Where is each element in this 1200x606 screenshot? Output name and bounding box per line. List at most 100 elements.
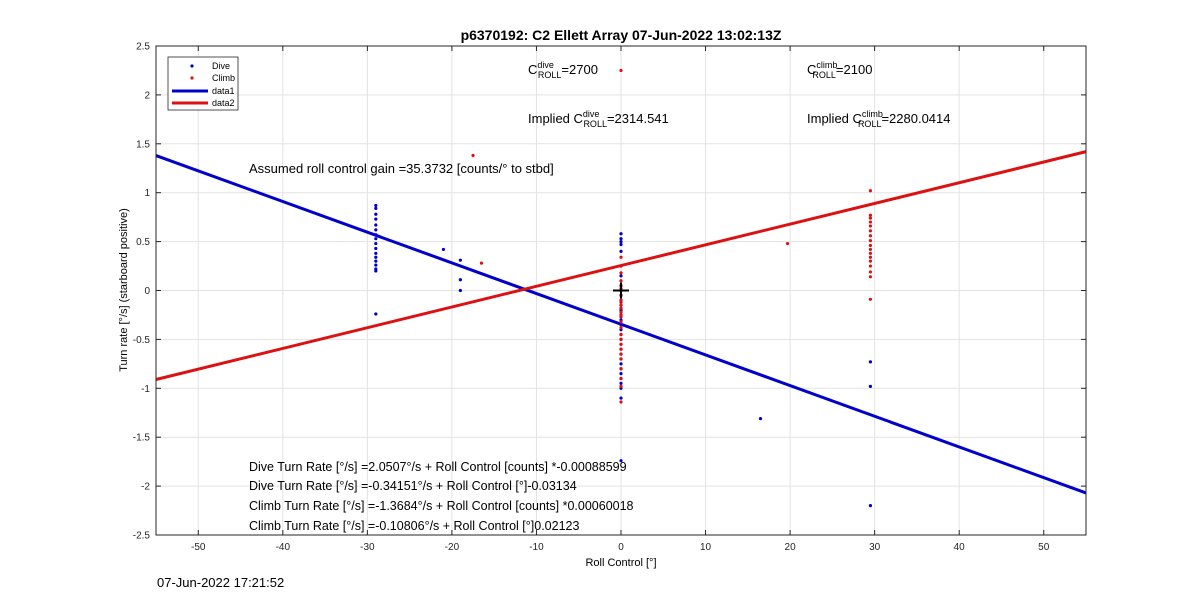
dive-point bbox=[619, 362, 623, 366]
dive-point bbox=[868, 360, 873, 364]
climb-point bbox=[619, 347, 623, 351]
climb-point bbox=[868, 213, 873, 217]
gain-annotation: Assumed roll control gain =35.3732 [coun… bbox=[249, 161, 554, 176]
legend-dive-marker bbox=[190, 64, 194, 68]
legend: Dive Climb data1 data2 bbox=[167, 56, 239, 111]
dive-point bbox=[619, 232, 623, 236]
x-tick-label: 20 bbox=[785, 542, 797, 553]
dive-point bbox=[374, 237, 378, 241]
x-tick-label: -20 bbox=[445, 542, 460, 553]
footer-date: 07-Jun-2022 17:21:52 bbox=[157, 575, 285, 590]
dive-point bbox=[868, 504, 873, 508]
dive-point bbox=[619, 323, 623, 327]
c-dive-annotation: Cdive ROLL=2700 bbox=[528, 60, 598, 80]
dive-point bbox=[374, 251, 378, 255]
chart-title: p6370192: C2 Ellett Array 07-Jun-2022 13… bbox=[461, 27, 782, 43]
y-tick-label: -1.5 bbox=[133, 433, 151, 444]
legend-data1-label: data1 bbox=[212, 86, 235, 96]
climb-point bbox=[868, 259, 873, 263]
climb-point bbox=[868, 224, 873, 228]
dive-point bbox=[374, 206, 378, 210]
climb-point bbox=[868, 270, 873, 274]
climb-point bbox=[471, 153, 475, 158]
dive-point bbox=[619, 240, 623, 244]
implied-climb-annotation: Implied Cclimb ROLL=2280.0414 bbox=[807, 109, 951, 129]
x-tick-label: 40 bbox=[954, 542, 966, 553]
y-tick-label: 2.5 bbox=[136, 42, 150, 53]
dive-point bbox=[619, 372, 623, 376]
dive-point bbox=[374, 241, 378, 246]
dive-point bbox=[619, 274, 623, 278]
climb-point bbox=[619, 367, 623, 371]
climb-point bbox=[868, 189, 873, 193]
dive-point bbox=[619, 237, 623, 241]
x-tick-label: -30 bbox=[360, 542, 375, 553]
dive-point bbox=[374, 223, 378, 227]
dive-point bbox=[458, 258, 462, 262]
y-tick-label: 0.5 bbox=[136, 237, 150, 248]
climb-point bbox=[868, 229, 873, 233]
dive-point bbox=[374, 263, 378, 267]
dive-point bbox=[374, 269, 378, 273]
fit-equation-1: Dive Turn Rate [°/s] =2.0507°/s + Roll C… bbox=[249, 460, 627, 474]
dive-point bbox=[758, 417, 763, 421]
climb-point bbox=[868, 220, 873, 224]
climb-point bbox=[619, 332, 623, 337]
legend-data2-label: data2 bbox=[212, 98, 235, 108]
implied-dive-annotation: Implied Cdive ROLL=2314.541 bbox=[528, 109, 669, 129]
climb-point bbox=[619, 384, 623, 388]
climb-point bbox=[619, 352, 623, 356]
y-tick-label: 0 bbox=[144, 286, 150, 297]
climb-point bbox=[619, 326, 623, 330]
climb-point bbox=[619, 264, 623, 268]
climb-point bbox=[619, 320, 623, 324]
climb-point bbox=[619, 400, 623, 404]
dive-point bbox=[374, 312, 378, 316]
climb-point bbox=[868, 243, 873, 248]
y-tick-label: -1 bbox=[141, 384, 150, 395]
dive-point bbox=[458, 288, 462, 293]
dive-point bbox=[374, 246, 378, 251]
dive-point bbox=[374, 203, 378, 208]
climb-point bbox=[479, 261, 484, 265]
climb-point bbox=[619, 376, 623, 381]
y-tick-label: -2 bbox=[141, 482, 150, 493]
x-axis-label: Roll Control [°] bbox=[585, 557, 656, 569]
dive-point bbox=[619, 249, 623, 253]
climb-point bbox=[868, 275, 873, 279]
climb-point bbox=[619, 279, 623, 283]
dive-point bbox=[868, 384, 873, 388]
legend-dive-label: Dive bbox=[212, 61, 230, 71]
x-tick-label: -10 bbox=[529, 542, 544, 553]
dive-point bbox=[619, 381, 623, 386]
x-tick-label: 50 bbox=[1038, 542, 1050, 553]
climb-point bbox=[619, 342, 623, 346]
x-tick-label: 0 bbox=[618, 542, 624, 553]
climb-point bbox=[868, 251, 873, 255]
climb-point bbox=[619, 313, 623, 317]
climb-point bbox=[619, 300, 623, 304]
dive-point bbox=[374, 259, 378, 263]
x-tick-label: -40 bbox=[276, 542, 291, 553]
dive-point bbox=[374, 255, 378, 259]
dive-point bbox=[441, 247, 446, 252]
climb-point bbox=[619, 337, 623, 341]
dive-point bbox=[619, 396, 623, 400]
x-tick-label: 30 bbox=[869, 542, 881, 553]
dive-point bbox=[374, 217, 378, 221]
dive-point bbox=[374, 233, 378, 237]
y-tick-label: 1 bbox=[144, 188, 150, 199]
legend-climb-label: Climb bbox=[212, 73, 235, 83]
dive-point bbox=[458, 278, 462, 282]
climb-point bbox=[619, 357, 623, 361]
climb-point bbox=[619, 306, 623, 310]
climb-point bbox=[619, 68, 623, 73]
climb-point bbox=[868, 297, 873, 301]
y-tick-label: 1.5 bbox=[136, 139, 150, 150]
climb-point bbox=[619, 271, 623, 275]
y-tick-label: -2.5 bbox=[133, 531, 151, 542]
fit-equation-2: Dive Turn Rate [°/s] =-0.34151°/s + Roll… bbox=[249, 479, 577, 493]
legend-climb-marker bbox=[190, 76, 194, 80]
